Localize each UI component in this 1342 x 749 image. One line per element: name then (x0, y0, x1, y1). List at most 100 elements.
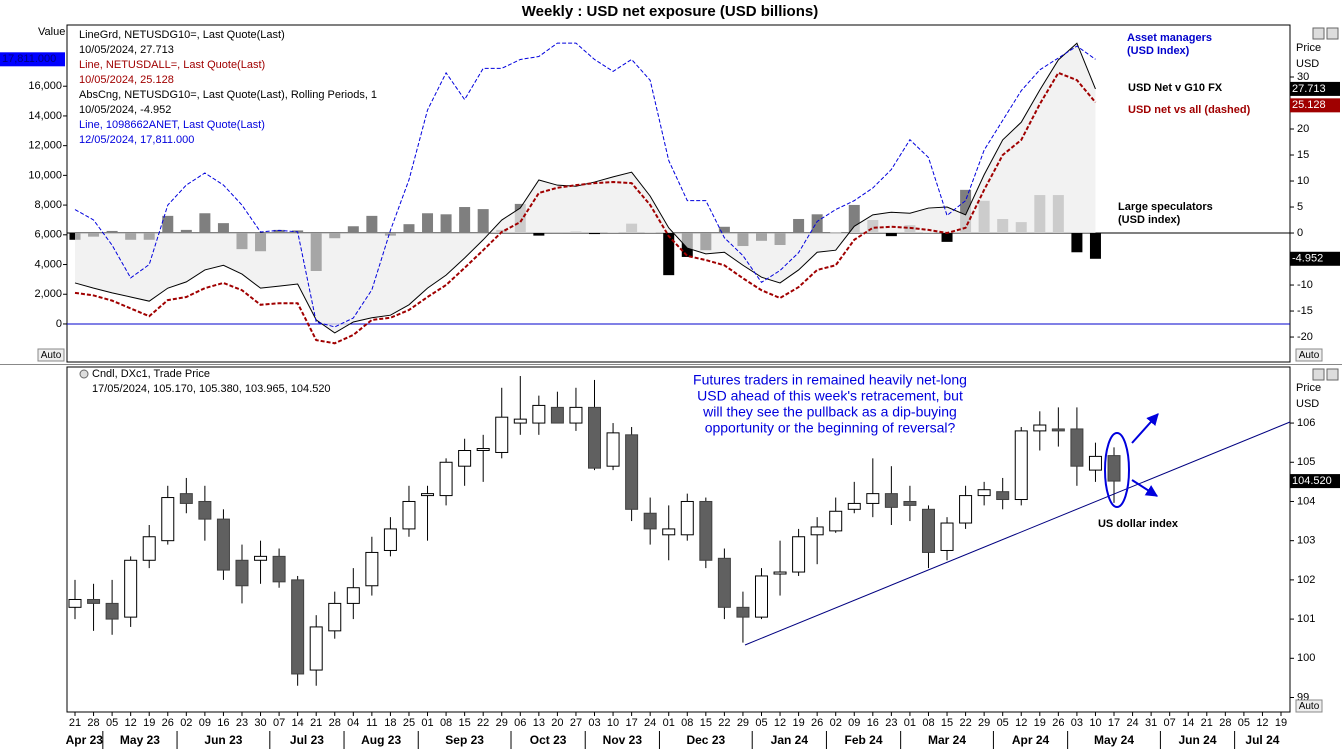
auto-button-label[interactable]: Auto (41, 350, 62, 361)
bar (273, 229, 285, 234)
x-tick-label: 19 (792, 717, 804, 729)
candle-body (272, 555, 286, 583)
bar (941, 233, 953, 242)
x-tick-label: 23 (236, 717, 248, 729)
y-tick-label: 6,000 (34, 229, 62, 241)
candle-body (1051, 428, 1065, 432)
x-tick-label: 22 (477, 717, 489, 729)
annotation: Futures traders in remained heavily net-… (693, 372, 967, 388)
candle-body (513, 418, 527, 424)
y-axis-title: Value (38, 26, 65, 38)
month-label: Jul 24 (1245, 733, 1279, 747)
y2-tick-label: -10 (1297, 279, 1313, 291)
annotation: USD Net v G10 FX (1128, 82, 1223, 94)
x-tick-label: 15 (459, 717, 471, 729)
x-tick-label: 28 (1219, 717, 1231, 729)
x-tick-label: 05 (997, 717, 1009, 729)
legend-info: 10/05/2024, -4.952 (79, 104, 171, 116)
x-tick-label: 24 (1126, 717, 1138, 729)
candle-body (1107, 455, 1121, 482)
window-button[interactable] (1326, 27, 1339, 40)
month-label: Aug 23 (361, 733, 401, 747)
x-tick-label: 13 (533, 717, 545, 729)
bar (1071, 233, 1083, 253)
candle-body (866, 493, 880, 504)
candle-body (550, 406, 564, 424)
candle-body (588, 406, 602, 469)
candle-body (458, 450, 472, 467)
bar (811, 214, 823, 234)
x-tick-label: 17 (625, 717, 637, 729)
month-label: Apr 23 (66, 733, 104, 747)
month-label: Apr 24 (1012, 733, 1050, 747)
arrow-down (1131, 479, 1159, 497)
candle-body (810, 526, 824, 536)
bar (477, 209, 489, 234)
y-tick-label: 103 (1297, 535, 1315, 547)
x-tick-label: 08 (922, 717, 934, 729)
window-button[interactable] (1312, 368, 1325, 381)
auto-button[interactable] (1295, 348, 1323, 362)
x-tick-label: 19 (1034, 717, 1046, 729)
x-tick-label: 03 (588, 717, 600, 729)
x-tick-label: 02 (830, 717, 842, 729)
auto-button-label[interactable]: Auto (1299, 350, 1320, 361)
bar (589, 233, 601, 235)
window-button[interactable] (1312, 27, 1325, 40)
candle-body (736, 606, 750, 618)
candle-body (643, 512, 657, 530)
bar (830, 232, 842, 234)
y-tick-label: 100 (1297, 652, 1315, 664)
x-tick-label: 17 (1108, 717, 1120, 729)
legend-info: 10/05/2024, 25.128 (79, 74, 174, 86)
candle-body (569, 406, 583, 424)
month-label: Mar 24 (928, 733, 966, 747)
line (74, 42, 1096, 328)
x-tick-label: 26 (1052, 717, 1064, 729)
month-label: Sep 23 (445, 733, 484, 747)
y2-tick-label: 10 (1297, 175, 1309, 187)
month-label: May 24 (1094, 733, 1134, 747)
bar (162, 215, 174, 234)
value-box-label: 104.520 (1292, 475, 1332, 487)
x-tick-label: 16 (217, 717, 229, 729)
candle-body (662, 528, 676, 536)
bar (180, 229, 192, 234)
window-button[interactable] (1326, 368, 1339, 381)
candle-body (959, 495, 973, 524)
y-tick-label: 14,000 (28, 110, 62, 122)
month-label: Jul 23 (290, 733, 324, 747)
candle-body (754, 575, 768, 618)
auto-button[interactable] (37, 348, 65, 362)
candle-body (105, 602, 119, 620)
month-label: Nov 23 (603, 733, 643, 747)
x-tick-label: 12 (125, 717, 137, 729)
x-tick-label: 21 (69, 717, 81, 729)
x-tick-label: 15 (700, 717, 712, 729)
candle-body (365, 551, 379, 587)
arrow-up (1131, 413, 1159, 444)
legend-entry: Line, 1098662ANET, Last Quote(Last) (79, 119, 265, 131)
y-tick-label: 10,000 (28, 169, 62, 181)
bar (1089, 233, 1101, 259)
auto-button[interactable] (1295, 699, 1323, 713)
candle-body (680, 500, 694, 536)
x-tick-label: 09 (199, 717, 211, 729)
candle-body (216, 518, 230, 571)
x-tick-label: 22 (718, 717, 730, 729)
trendline (744, 421, 1291, 646)
y-tick-label: 2,000 (34, 288, 62, 300)
candle-body (235, 559, 249, 587)
candle-body (1033, 424, 1047, 432)
x-tick-label: 01 (904, 717, 916, 729)
x-tick-label: 28 (87, 717, 99, 729)
candle-body (254, 555, 268, 561)
x-tick-label: 10 (1089, 717, 1101, 729)
auto-button-label[interactable]: Auto (1299, 701, 1320, 712)
y-axis-title: Price (1296, 382, 1321, 394)
legend-entry: Cndl, DXc1, Trade Price (92, 368, 210, 380)
candle-body (124, 559, 138, 618)
value-box-label: -4.952 (1292, 253, 1323, 265)
value-box (0, 52, 65, 67)
month-label: Jun 24 (1178, 733, 1216, 747)
